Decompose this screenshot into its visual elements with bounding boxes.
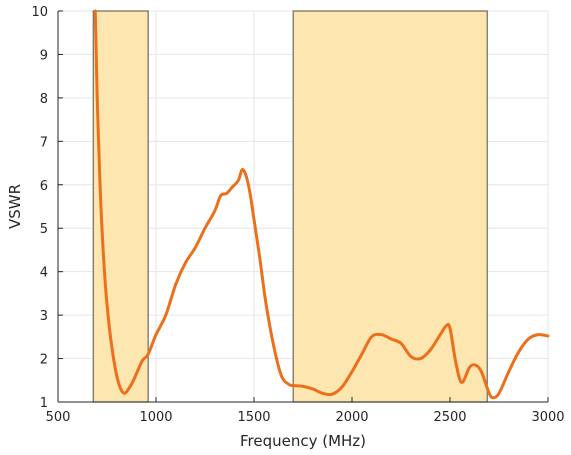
- y-tick-label: 8: [40, 92, 48, 107]
- x-axis-label: Frequency (MHz): [240, 432, 366, 450]
- series-lines: [93, 9, 550, 400]
- x-tick-label: 1500: [237, 410, 270, 425]
- y-tick-label: 9: [40, 48, 48, 63]
- frequency-bands: [92, 10, 488, 403]
- y-tick-label: 6: [40, 179, 48, 194]
- frequency-band-1: [92, 10, 149, 403]
- x-tick-label: 2500: [433, 410, 466, 425]
- y-tick-label: 4: [40, 266, 48, 281]
- y-tick-label: 3: [40, 309, 48, 324]
- y-axis-label: VSWR: [6, 184, 24, 229]
- y-tick-label: 1: [40, 396, 48, 411]
- axes: 500 1000 1500 2000 2500 3000 1 2 3 4 5 6 7 8 9 10: [31, 5, 564, 425]
- series-line-1: [93, 9, 550, 400]
- x-tick-label: 1000: [139, 410, 172, 425]
- x-tick-label: 3000: [531, 410, 564, 425]
- frequency-band-2: [292, 10, 488, 403]
- x-tick-label: 2000: [335, 410, 368, 425]
- y-tick-label: 10: [31, 5, 48, 20]
- x-tick-label: 500: [46, 410, 71, 425]
- y-tick-label: 2: [40, 353, 48, 368]
- y-tick-label: 7: [40, 135, 48, 150]
- y-tick-label: 5: [40, 222, 48, 237]
